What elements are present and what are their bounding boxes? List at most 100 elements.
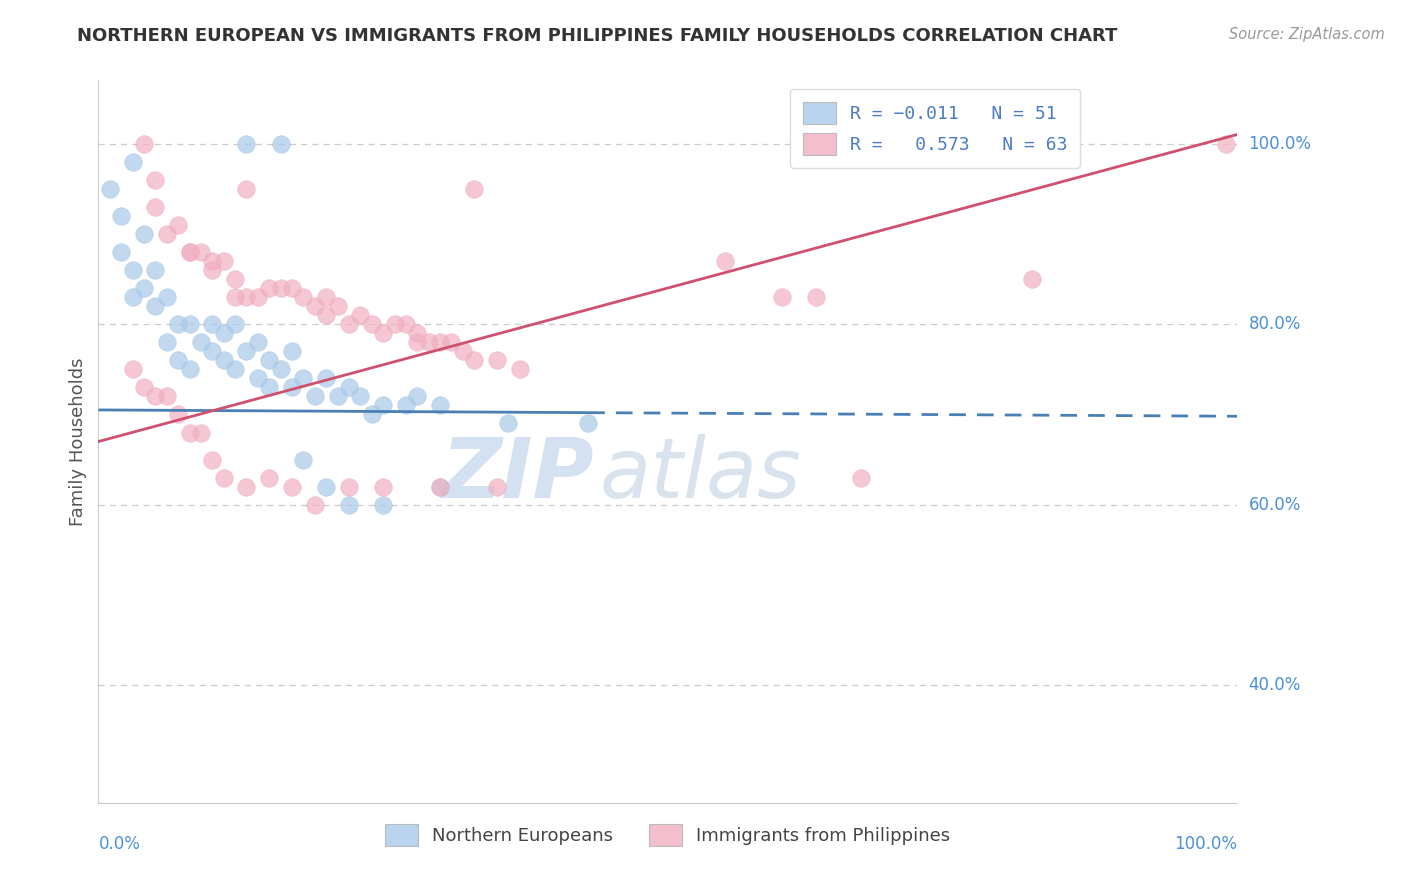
Point: [235, 136, 257, 151]
Point: [179, 317, 201, 331]
Point: [292, 452, 315, 467]
Point: [337, 317, 360, 331]
Point: [714, 253, 737, 268]
Point: [315, 308, 337, 322]
Point: [246, 290, 269, 304]
Point: [156, 227, 179, 241]
Point: [337, 498, 360, 512]
Point: [259, 353, 281, 368]
Point: [167, 408, 190, 422]
Point: [259, 281, 281, 295]
Point: [246, 335, 269, 350]
Text: 0.0%: 0.0%: [98, 835, 141, 854]
Point: [371, 326, 394, 340]
Point: [315, 480, 337, 494]
Point: [224, 362, 246, 376]
Text: 80.0%: 80.0%: [1249, 315, 1301, 333]
Point: [418, 335, 440, 350]
Point: [270, 281, 292, 295]
Point: [259, 380, 281, 394]
Point: [224, 290, 246, 304]
Point: [851, 471, 873, 485]
Point: [304, 498, 326, 512]
Point: [395, 317, 418, 331]
Point: [804, 290, 827, 304]
Point: [201, 344, 224, 359]
Point: [270, 362, 292, 376]
Point: [292, 371, 315, 385]
Point: [121, 154, 143, 169]
Point: [179, 244, 201, 259]
Text: ZIP: ZIP: [441, 434, 593, 515]
Point: [360, 317, 382, 331]
Point: [145, 200, 167, 214]
Point: [167, 218, 190, 232]
Point: [486, 353, 509, 368]
Point: [463, 353, 485, 368]
Point: [371, 399, 394, 413]
Point: [406, 335, 429, 350]
Point: [304, 389, 326, 403]
Point: [224, 272, 246, 286]
Point: [179, 362, 201, 376]
Point: [121, 290, 143, 304]
Text: Source: ZipAtlas.com: Source: ZipAtlas.com: [1229, 27, 1385, 42]
Point: [132, 281, 155, 295]
Point: [360, 408, 382, 422]
Point: [371, 480, 394, 494]
Point: [167, 353, 190, 368]
Text: atlas: atlas: [599, 434, 801, 515]
Text: 100.0%: 100.0%: [1174, 835, 1237, 854]
Point: [337, 480, 360, 494]
Point: [246, 371, 269, 385]
Point: [201, 452, 224, 467]
Point: [190, 335, 212, 350]
Point: [576, 417, 599, 431]
Legend: Northern Europeans, Immigrants from Philippines: Northern Europeans, Immigrants from Phil…: [377, 815, 959, 855]
Point: [156, 290, 179, 304]
Point: [395, 399, 418, 413]
Point: [770, 290, 793, 304]
Point: [451, 344, 474, 359]
Point: [179, 244, 201, 259]
Point: [371, 498, 394, 512]
Point: [270, 136, 292, 151]
Point: [145, 263, 167, 277]
Point: [235, 182, 257, 196]
Point: [212, 253, 235, 268]
Point: [292, 290, 315, 304]
Text: 60.0%: 60.0%: [1249, 496, 1301, 514]
Point: [337, 380, 360, 394]
Point: [406, 326, 429, 340]
Point: [486, 480, 509, 494]
Point: [201, 263, 224, 277]
Point: [132, 227, 155, 241]
Point: [110, 209, 132, 223]
Text: 40.0%: 40.0%: [1249, 676, 1301, 694]
Point: [224, 317, 246, 331]
Point: [498, 417, 520, 431]
Point: [429, 480, 451, 494]
Point: [304, 299, 326, 313]
Point: [167, 317, 190, 331]
Point: [1215, 136, 1237, 151]
Point: [145, 389, 167, 403]
Point: [429, 335, 451, 350]
Point: [259, 471, 281, 485]
Point: [281, 344, 304, 359]
Point: [315, 371, 337, 385]
Point: [326, 299, 349, 313]
Point: [190, 244, 212, 259]
Point: [98, 182, 121, 196]
Point: [145, 299, 167, 313]
Point: [201, 253, 224, 268]
Point: [132, 136, 155, 151]
Point: [201, 317, 224, 331]
Point: [121, 263, 143, 277]
Text: NORTHERN EUROPEAN VS IMMIGRANTS FROM PHILIPPINES FAMILY HOUSEHOLDS CORRELATION C: NORTHERN EUROPEAN VS IMMIGRANTS FROM PHI…: [77, 27, 1118, 45]
Y-axis label: Family Households: Family Households: [69, 358, 87, 525]
Point: [110, 244, 132, 259]
Point: [349, 308, 371, 322]
Point: [212, 353, 235, 368]
Point: [132, 380, 155, 394]
